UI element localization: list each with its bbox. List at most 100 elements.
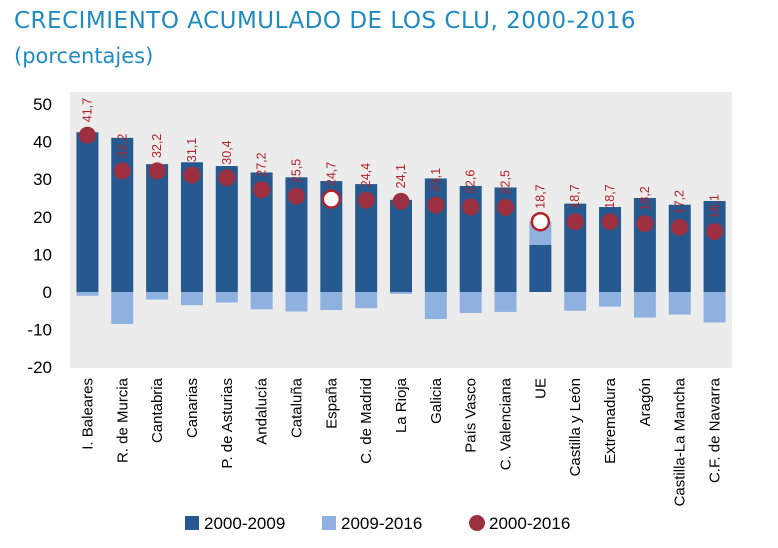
x-tick-label: Aragón	[637, 378, 654, 426]
x-tick-label: Castilla-La Mancha	[672, 377, 689, 506]
x-tick-label: C. de Madrid	[358, 378, 375, 464]
data-label: 16,1	[708, 194, 722, 218]
data-label: 18,7	[603, 184, 617, 208]
bar-2000-2009	[355, 184, 378, 292]
x-tick-label: P. de Asturias	[219, 378, 236, 469]
bar-2000-2009	[320, 181, 343, 292]
x-tick-label: I. Baleares	[79, 378, 96, 450]
point-2000-2016	[287, 187, 305, 205]
data-label: 27,2	[255, 152, 269, 176]
x-tick-label: Cantabria	[149, 377, 166, 443]
data-label: 18,7	[568, 184, 582, 208]
bar-2009-2016	[180, 292, 203, 306]
bar-2009-2016	[320, 292, 343, 311]
data-label: 24,1	[394, 164, 408, 188]
bar-2009-2016	[76, 292, 99, 296]
bar-2009-2016	[146, 292, 169, 300]
x-tick-label: Cataluña	[288, 377, 305, 438]
y-tick-label: 40	[33, 133, 52, 152]
legend-2000-2016: 2000-2016	[489, 514, 570, 533]
bar-2009-2016	[564, 292, 587, 311]
data-label: 18,7	[533, 184, 547, 208]
bar-2009-2016	[599, 292, 622, 307]
data-label: 18,2	[638, 186, 652, 210]
bar-2009-2016	[668, 292, 691, 315]
bar-2000-2009	[250, 172, 273, 292]
legend-2009-2016-swatch	[322, 516, 336, 530]
bar-2009-2016	[703, 292, 726, 323]
bar-2000-2009	[633, 198, 656, 292]
legend-2000-2009: 2000-2009	[204, 514, 285, 533]
x-tick-label: Andalucía	[254, 377, 271, 444]
data-label: 41,7	[80, 98, 94, 122]
y-tick-label: -20	[27, 358, 52, 377]
point-2000-2016	[148, 162, 166, 180]
bar-2000-2009	[390, 199, 412, 292]
y-tick-label: 50	[33, 95, 52, 114]
bar-2000-2009	[424, 178, 447, 292]
bar-2000-2009	[111, 137, 134, 292]
y-tick-label: 10	[33, 245, 52, 264]
bar-2009-2016	[424, 292, 447, 320]
chart-subtitle: (porcentajes)	[14, 44, 154, 68]
data-label: 22,6	[464, 170, 478, 194]
y-tick-label: 0	[43, 283, 52, 302]
bar-2009-2016	[215, 292, 238, 303]
bar-2000-2009	[215, 166, 238, 292]
y-tick-label: 20	[33, 208, 52, 227]
data-label: 25,5	[289, 159, 303, 183]
bar-2009-2016	[390, 292, 412, 294]
x-tick-label: España	[323, 377, 340, 429]
point-2000-2016	[566, 213, 584, 231]
x-tick-label: R. de Murcia	[114, 377, 131, 463]
data-label: 24,7	[324, 162, 338, 186]
bar-2000-2009	[703, 201, 726, 292]
bar-2009-2016	[250, 292, 273, 310]
bar-2009-2016	[285, 292, 308, 312]
x-tick-label: C. Valenciana	[498, 377, 515, 470]
legend-2009-2016: 2009-2016	[341, 514, 422, 533]
data-label: 22,5	[499, 170, 513, 194]
bar-2009-2016	[111, 292, 134, 324]
legend-2000-2009-swatch	[185, 516, 199, 530]
point-2000-2016	[218, 169, 236, 187]
x-tick-label: UE	[532, 378, 549, 399]
point-2000-2016	[78, 126, 96, 144]
data-label: 30,4	[220, 140, 234, 164]
point-2000-2016	[671, 218, 689, 236]
legend-2000-2016-swatch	[469, 515, 485, 531]
y-tick-label: 30	[33, 170, 52, 189]
bar-2000-2009	[529, 245, 552, 292]
point-2000-2016	[427, 196, 445, 214]
point-2000-2016	[497, 198, 515, 216]
data-label: 32,2	[115, 134, 129, 158]
bar-2000-2009	[146, 164, 169, 292]
bar-2000-2009	[76, 132, 99, 292]
x-tick-label: La Rioja	[393, 377, 410, 433]
chart-title: CRECIMIENTO ACUMULADO DE LOS CLU, 2000-2…	[14, 8, 636, 34]
bar-2009-2016	[355, 292, 378, 309]
x-tick-label: Extremadura	[602, 377, 619, 464]
bar-2000-2009	[668, 204, 691, 292]
bar-2000-2009	[180, 162, 203, 292]
data-label: 17,2	[673, 190, 687, 214]
point-2000-2016	[321, 189, 342, 209]
point-2000-2016	[357, 191, 375, 209]
data-label: 32,2	[150, 134, 164, 158]
x-tick-label: País Vasco	[463, 378, 480, 453]
bar-2009-2016	[633, 292, 656, 318]
x-tick-label: C.F. de Navarra	[707, 377, 724, 483]
data-label: 23,1	[429, 168, 443, 192]
data-label: 24,4	[359, 163, 373, 187]
point-2000-2016	[392, 192, 410, 210]
x-tick-label: Canarias	[184, 378, 201, 438]
x-tick-label: Galicia	[428, 377, 445, 424]
point-2000-2016	[530, 211, 551, 232]
point-2000-2016	[113, 162, 131, 180]
point-2000-2016	[462, 198, 480, 216]
point-2000-2016	[601, 213, 619, 231]
bar-2000-2009	[599, 207, 622, 292]
point-2000-2016	[253, 181, 271, 199]
point-2000-2016	[183, 166, 201, 184]
